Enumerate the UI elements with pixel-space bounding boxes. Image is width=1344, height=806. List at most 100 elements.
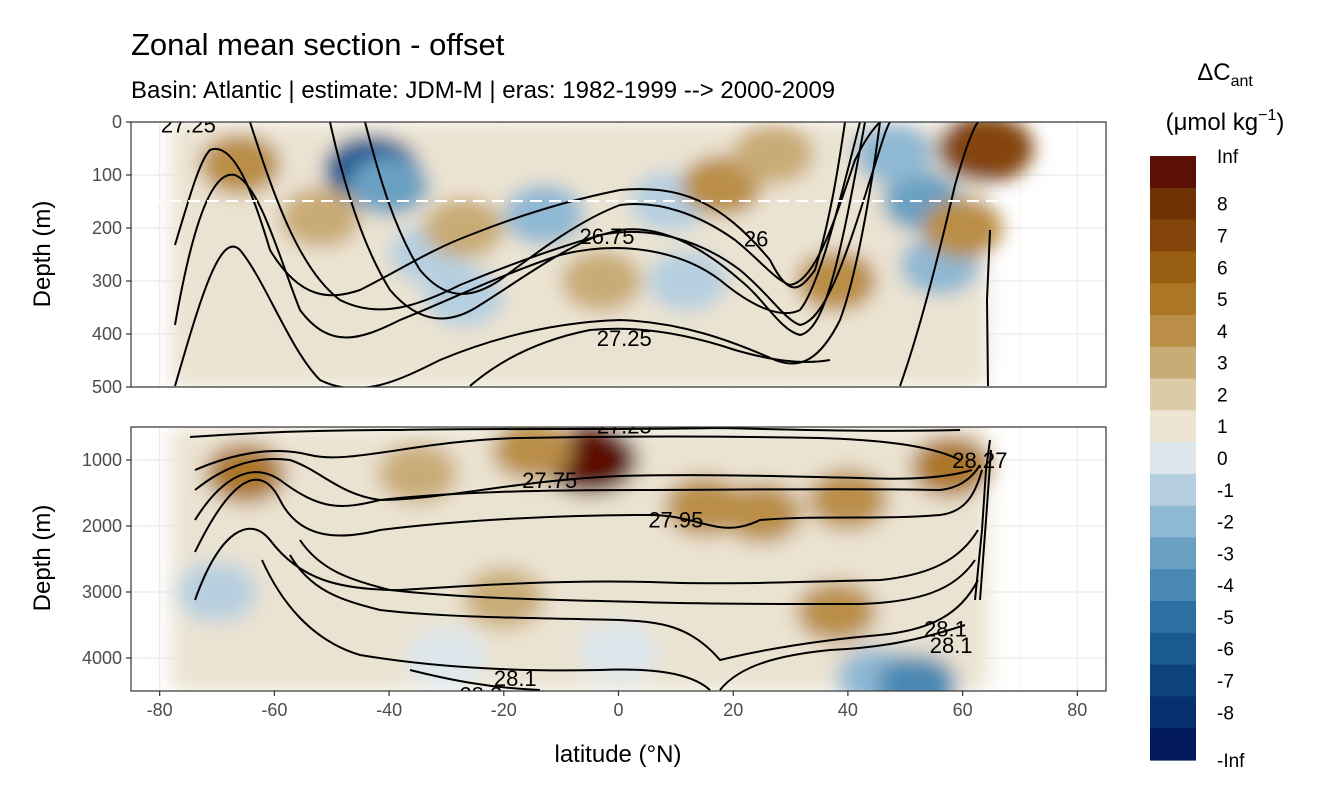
legend-swatch — [1150, 728, 1196, 761]
field-anomaly-blob — [796, 581, 877, 642]
field-anomaly-blob — [721, 482, 802, 543]
x-tick-label: 0 — [613, 700, 623, 720]
upper-panel-isopycnals — [174, 122, 991, 387]
contour-label: 26.75 — [579, 224, 634, 249]
legend-label: -7 — [1217, 672, 1234, 693]
legend-title-sub: ant — [1231, 73, 1254, 90]
legend-swatch — [1150, 346, 1196, 380]
x-tick-label: -60 — [261, 700, 287, 720]
isopycnal-line — [194, 469, 983, 553]
upper-panel-contour-labels: 27.25 26.75 26 27.25 — [161, 113, 769, 351]
legend-title: ΔCant — [1197, 59, 1253, 90]
contour-label: 26 — [744, 227, 768, 252]
field-anomaly-blob — [423, 266, 504, 327]
chart-title: Zonal mean section - offset — [131, 27, 505, 62]
isopycnal-line — [194, 527, 979, 601]
legend-label: Inf — [1217, 147, 1239, 168]
field-anomaly-blob — [647, 251, 728, 311]
legend-label: 3 — [1217, 354, 1228, 375]
legend-label: 1 — [1217, 417, 1228, 438]
x-axis-title: latitude (°N) — [555, 741, 682, 768]
lower-panel-isopycnals — [189, 427, 992, 691]
legend-label: 0 — [1217, 449, 1228, 470]
field-anomaly-blob — [177, 562, 258, 622]
colorbar-legend: ΔCant (μmol kg−1) Inf 8 7 6 5 4 3 2 1 0 -1 -2 -3 -4 -5… — [1150, 59, 1284, 772]
contour-label: 28.1 — [924, 616, 967, 641]
lower-y-axis-title: Depth (m) — [29, 505, 56, 612]
y-tick-label: 200 — [92, 218, 122, 238]
legend-label: 8 — [1217, 195, 1228, 216]
legend-label: 6 — [1217, 258, 1228, 279]
y-tick-label: 2000 — [82, 516, 122, 536]
contour-label: 27.25 — [161, 113, 216, 138]
isopycnal-line — [974, 439, 991, 601]
legend-swatch — [1150, 314, 1196, 348]
legend-swatch — [1150, 283, 1196, 316]
field-anomaly-blob — [911, 436, 992, 497]
contour-label: 27.25 — [597, 414, 652, 439]
field-anomaly-blob — [503, 184, 584, 245]
legend-swatch — [1150, 601, 1196, 634]
legend-label: -5 — [1217, 608, 1234, 629]
upper-panel-field — [171, 122, 1034, 387]
legend-swatch — [1150, 664, 1196, 698]
upper-y-axis-title: Depth (m) — [29, 201, 56, 308]
lower-panel-field — [171, 427, 992, 691]
isopycnal-line — [194, 435, 961, 471]
legend-label: 4 — [1217, 322, 1228, 343]
lower-panel-y-axis: 1000 2000 3000 4000 — [82, 450, 131, 668]
isopycnal-line — [174, 122, 846, 297]
y-tick-label: 400 — [92, 324, 122, 344]
legend-swatch — [1150, 442, 1196, 475]
isopycnal-line — [189, 427, 961, 438]
legend-unit: (μmol kg−1) — [1166, 107, 1285, 136]
isopycnal-line — [409, 669, 541, 691]
contour-label: 27.95 — [648, 507, 703, 532]
field-anomaly-blob — [578, 621, 659, 682]
x-axis: -80 -60 -40 -20 0 20 40 60 80 — [147, 691, 1087, 720]
legend-swatch — [1150, 410, 1196, 443]
isopycnal-line — [194, 458, 973, 502]
isopycnal-line — [194, 464, 981, 521]
isopycnal-line — [329, 122, 891, 327]
legend-swatch — [1150, 569, 1196, 602]
legend-unit-close: ) — [1276, 109, 1284, 136]
legend-label: 2 — [1217, 385, 1228, 406]
upper-panel: 27.25 26.75 26 27.25 0 100 200 300 400 500 — [92, 112, 1107, 397]
field-anomaly-blob — [733, 123, 814, 184]
legend-label: -4 — [1217, 576, 1234, 597]
isopycnal-line — [979, 449, 992, 601]
field-anomaly-blob — [423, 198, 504, 258]
isopycnal-line — [289, 554, 979, 662]
field-anomaly-blob — [280, 187, 361, 248]
isopycnal-line — [299, 539, 976, 606]
x-tick-label: -20 — [491, 700, 517, 720]
x-tick-label: 20 — [723, 700, 743, 720]
x-tick-label: -40 — [376, 700, 402, 720]
y-tick-label: 500 — [92, 377, 122, 397]
legend-swatch — [1150, 187, 1196, 221]
x-tick-label: -80 — [147, 700, 173, 720]
upper-panel-y-axis: 0 100 200 300 400 500 — [92, 112, 131, 397]
legend-swatch — [1150, 378, 1196, 411]
legend-labels: Inf 8 7 6 5 4 3 2 1 0 -1 -2 -3 -4 -5 -6 -7 -8 -Inf — [1217, 147, 1245, 772]
y-tick-label: 1000 — [82, 450, 122, 470]
legend-label: -8 — [1217, 703, 1234, 724]
isopycnal-line — [249, 122, 866, 337]
legend-swatch — [1150, 251, 1196, 284]
legend-label: -2 — [1217, 513, 1234, 534]
isopycnal-line — [261, 559, 711, 691]
isopycnal-line — [469, 327, 831, 387]
legend-label: -1 — [1217, 481, 1234, 502]
upper-panel-border — [130, 121, 1107, 388]
field-anomaly-blob — [492, 427, 573, 481]
x-tick-label: 40 — [838, 700, 858, 720]
field-anomaly-blob — [561, 251, 642, 311]
field-anomaly-blob — [807, 469, 888, 530]
legend-unit-main: (μmol kg — [1166, 109, 1259, 136]
legend-label: 7 — [1217, 226, 1228, 247]
contour-label: 27.25 — [597, 326, 652, 351]
legend-title-main: ΔC — [1197, 59, 1230, 86]
